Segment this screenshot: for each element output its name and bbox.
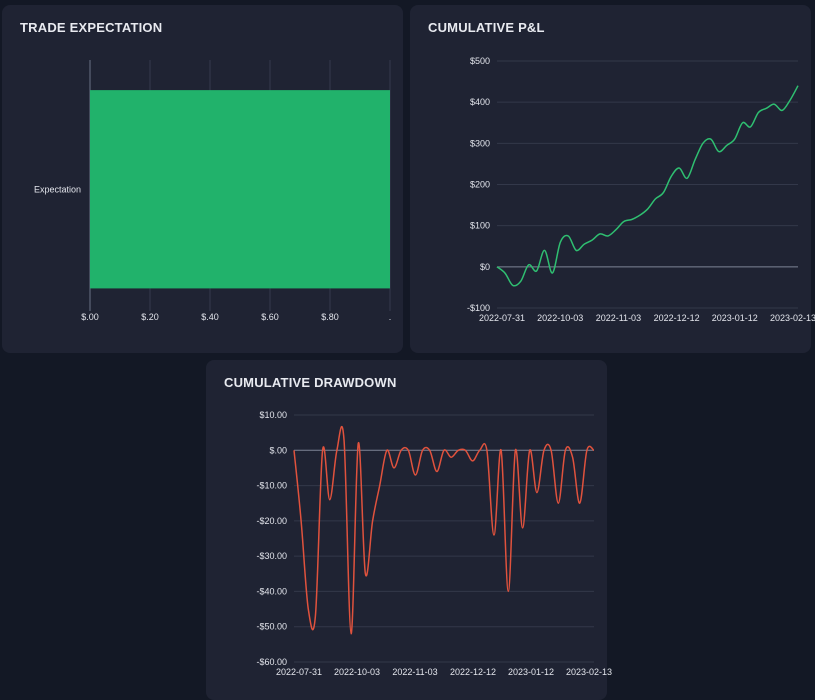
y-tick-label: $300 <box>470 138 490 148</box>
y-tick-label: -$60.00 <box>256 657 287 667</box>
x-tick-label: 2022-10-03 <box>334 667 380 677</box>
x-tick-label: $.20 <box>141 312 159 322</box>
trade-expectation-card: TRADE EXPECTATION $.00 $.20 $.40 $.60 $.80. E… <box>2 5 403 353</box>
y-tick-label: $10.00 <box>259 410 287 420</box>
y-tick-label: -$20.00 <box>256 516 287 526</box>
x-tick-label: 2023-02-13 <box>770 313 815 323</box>
x-tick-label: 2022-12-12 <box>654 313 700 323</box>
expectation-bar <box>90 90 390 289</box>
cumulative-drawdown-title: CUMULATIVE DRAWDOWN <box>224 375 397 390</box>
x-tick-label: $.00 <box>81 312 99 322</box>
y-tick-label: -$50.00 <box>256 622 287 632</box>
x-tick-label: 2023-02-13 <box>566 667 612 677</box>
x-tick-label: 2022-11-03 <box>596 313 641 323</box>
y-tick-label: $500 <box>470 56 490 66</box>
y-tick-label: $0 <box>480 262 490 272</box>
x-tick-label: 2022-07-31 <box>479 313 525 323</box>
x-tick-label: . <box>389 312 392 322</box>
trade-expectation-chart: $.00 $.20 $.40 $.60 $.80 . Expectation <box>34 60 392 322</box>
y-tick-label: -$100 <box>467 303 490 313</box>
x-tick-label: $.40 <box>201 312 219 322</box>
cumulative-drawdown-chart: -$60.00 -$50.00 -$40.00 -$30.00 -$20.00 -$10.… <box>256 410 612 677</box>
x-tick-label: 2022-12-12 <box>450 667 496 677</box>
x-tick-label: 2022-11-03 <box>392 667 437 677</box>
y-tick-label: $200 <box>470 180 490 190</box>
x-tick-label: 2023-01-12 <box>508 667 554 677</box>
y-tick-label: $400 <box>470 97 490 107</box>
x-tick-label: 2022-10-03 <box>537 313 583 323</box>
cumulative-pnl-card: CUMULATIVE P&L -$100 $0 $100 $200 $300 $400 $5… <box>410 5 815 353</box>
y-tick-label: -$40.00 <box>256 586 287 596</box>
y-tick-label: $.00 <box>269 445 287 455</box>
trade-expectation-title: TRADE EXPECTATION <box>20 20 163 35</box>
x-tick-label: 2023-01-12 <box>712 313 758 323</box>
y-tick-label: $100 <box>470 221 490 231</box>
category-label: Expectation <box>34 184 81 194</box>
x-tick-label: 2022-07-31 <box>276 667 322 677</box>
series-line <box>496 85 799 287</box>
cumulative-pnl-title: CUMULATIVE P&L <box>428 20 545 35</box>
x-tick-label: $.60 <box>261 312 279 322</box>
cumulative-drawdown-card: CUMULATIVE DRAWDOWN -$60.00 -$50.00 -$40.0… <box>206 360 612 700</box>
series-line <box>293 425 595 635</box>
y-tick-label: -$30.00 <box>256 551 287 561</box>
cumulative-pnl-chart: -$100 $0 $100 $200 $300 $400 $500 2022-07-31 202… <box>467 56 815 323</box>
y-tick-label: -$10.00 <box>256 481 287 491</box>
x-tick-label: $.80 <box>321 312 339 322</box>
